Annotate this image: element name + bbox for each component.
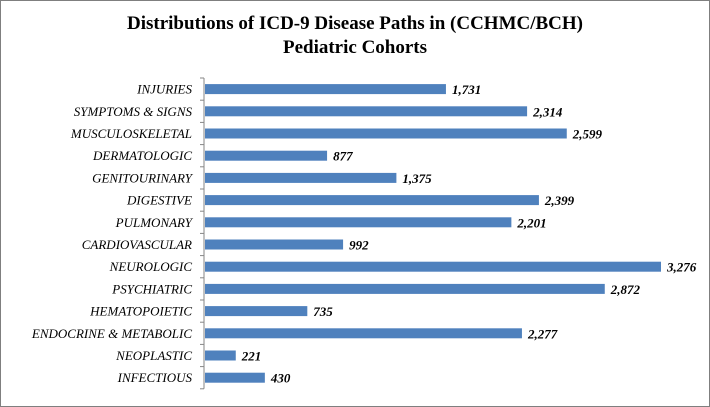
- data-label: 2,277: [527, 326, 558, 341]
- data-label: 2,399: [544, 193, 575, 208]
- category-label: NEOPLASTIC: [115, 348, 192, 363]
- bar-symptoms-signs: [205, 106, 528, 117]
- category-label: DERMATOLOGIC: [92, 148, 192, 163]
- data-label: 2,314: [532, 104, 563, 119]
- bar-genitourinary: [205, 172, 397, 183]
- chart-title: Distributions of ICD-9 Disease Paths in …: [0, 12, 710, 60]
- data-label: 2,872: [610, 282, 641, 297]
- category-label: ENDOCRINE & METABOLIC: [31, 326, 192, 341]
- bar-infectious: [205, 372, 265, 383]
- category-label: MUSCULOSKELETAL: [70, 126, 192, 141]
- bar-cardiovascular: [205, 239, 344, 250]
- data-label: 735: [313, 304, 333, 319]
- category-label: PULMONARY: [115, 215, 194, 230]
- bar-musculoskeletal: [205, 128, 567, 139]
- data-label: 2,599: [572, 127, 603, 142]
- category-label: GENITOURINARY: [92, 170, 194, 185]
- data-label: 877: [333, 149, 353, 164]
- bar-psychiatric: [205, 283, 605, 294]
- data-label: 992: [349, 238, 369, 253]
- data-label: 1,375: [402, 171, 432, 186]
- bar-pulmonary: [205, 217, 512, 228]
- chart-title-line2: Pediatric Cohorts: [282, 37, 428, 58]
- data-label: 430: [270, 371, 291, 386]
- category-label: CARDIOVASCULAR: [82, 237, 192, 252]
- chart-title-line1: Distributions of ICD-9 Disease Paths in …: [127, 13, 583, 34]
- bar-hematopoietic: [205, 306, 308, 317]
- data-label: 1,731: [452, 82, 481, 97]
- data-label: 3,276: [666, 260, 697, 275]
- category-label: INFECTIOUS: [117, 370, 193, 385]
- category-label: NEUROLOGIC: [109, 259, 193, 274]
- data-label: 221: [241, 349, 262, 364]
- bar-neurologic: [205, 261, 661, 272]
- category-label: PSYCHIATRIC: [111, 281, 192, 296]
- category-label: INJURIES: [136, 82, 192, 97]
- category-label: DIGESTIVE: [126, 193, 192, 208]
- bar-injuries: [205, 84, 446, 95]
- bar-endocrine-metabolic: [205, 328, 522, 339]
- category-label: SYMPTOMS & SIGNS: [74, 104, 193, 119]
- data-label: 2,201: [516, 215, 546, 230]
- bar-neoplastic: [205, 350, 236, 361]
- bar-dermatologic: [205, 150, 328, 161]
- category-label: HEMATOPOIETIC: [89, 304, 192, 319]
- bar-digestive: [205, 195, 539, 206]
